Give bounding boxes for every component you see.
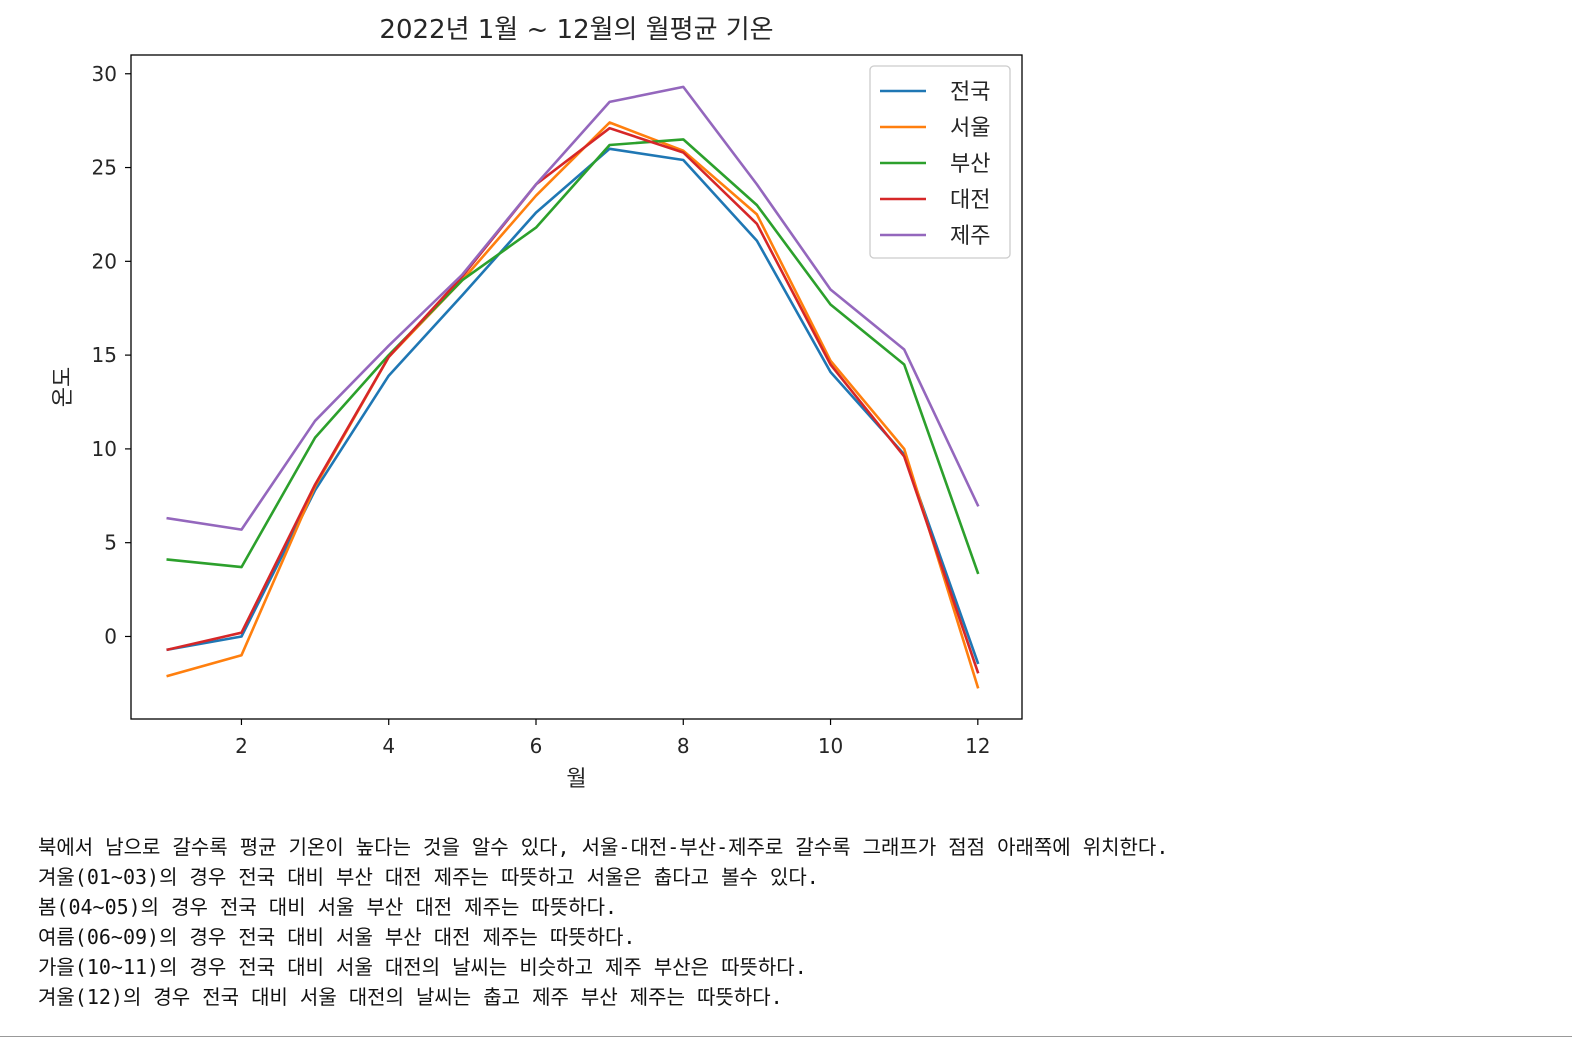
x-axis-label: 월 [566,767,586,792]
x-tick-label: 2 [235,734,248,758]
bottom-divider [0,1036,1572,1037]
notes-block: 북에서 남으로 갈수록 평균 기온이 높다는 것을 알수 있다, 서울-대전-부… [38,832,1558,1012]
legend-label: 부산 [950,152,990,177]
chart-title: 2022년 1월 ~ 12월의 월평균 기온 [379,15,773,45]
note-line: 겨울(12)의 경우 전국 대비 서울 대전의 날씨는 춥고 제주 부산 제주는… [38,985,783,1009]
legend-label: 서울 [950,116,990,141]
note-line: 가을(10~11)의 경우 전국 대비 서울 대전의 날씨는 비슷하고 제주 부… [38,955,807,979]
legend-label: 대전 [950,188,990,213]
series-line-부산 [166,138,980,575]
note-line: 봄(04~05)의 경우 전국 대비 서울 부산 대전 제주는 따뜻하다. [38,895,618,919]
x-tick-label: 4 [382,734,395,758]
y-axis-label: 온도 [51,367,76,407]
series-line-서울 [166,121,980,689]
y-tick-label: 25 [92,156,117,180]
series-line-대전 [166,126,980,674]
y-tick-label: 0 [104,624,117,648]
line-chart: 2 4 6 8 10 12 0 5 10 15 20 25 30 2022년 1월 ~ 12월의 월평균 … [51,15,1023,792]
x-tick-label: 6 [530,734,543,758]
y-tick-label: 15 [92,343,117,367]
note-line: 북에서 남으로 갈수록 평균 기온이 높다는 것을 알수 있다, 서울-대전-부… [38,835,1169,859]
note-line: 겨울(01~03)의 경우 전국 대비 부산 대전 제주는 따뜻하고 서울은 춥… [38,865,819,889]
legend-label: 제주 [950,224,990,249]
x-tick-label: 12 [965,734,990,758]
x-tick-label: 8 [677,734,690,758]
plot-frame [130,54,1023,720]
note-line: 여름(06~09)의 경우 전국 대비 서울 부산 대전 제주는 따뜻하다. [38,925,636,949]
y-tick-label: 20 [92,249,117,273]
legend-label: 전국 [950,80,990,105]
series-line-전국 [166,147,980,665]
chart-container: 2 4 6 8 10 12 0 5 10 15 20 25 30 2022년 1월 ~ 12월의 월평균 … [51,15,1023,792]
x-tick-label: 10 [818,734,843,758]
y-tick-label: 5 [104,531,117,555]
series-line-제주 [166,85,980,531]
y-tick-label: 30 [92,62,117,86]
legend-box [869,65,1011,259]
y-tick-label: 10 [92,437,117,461]
